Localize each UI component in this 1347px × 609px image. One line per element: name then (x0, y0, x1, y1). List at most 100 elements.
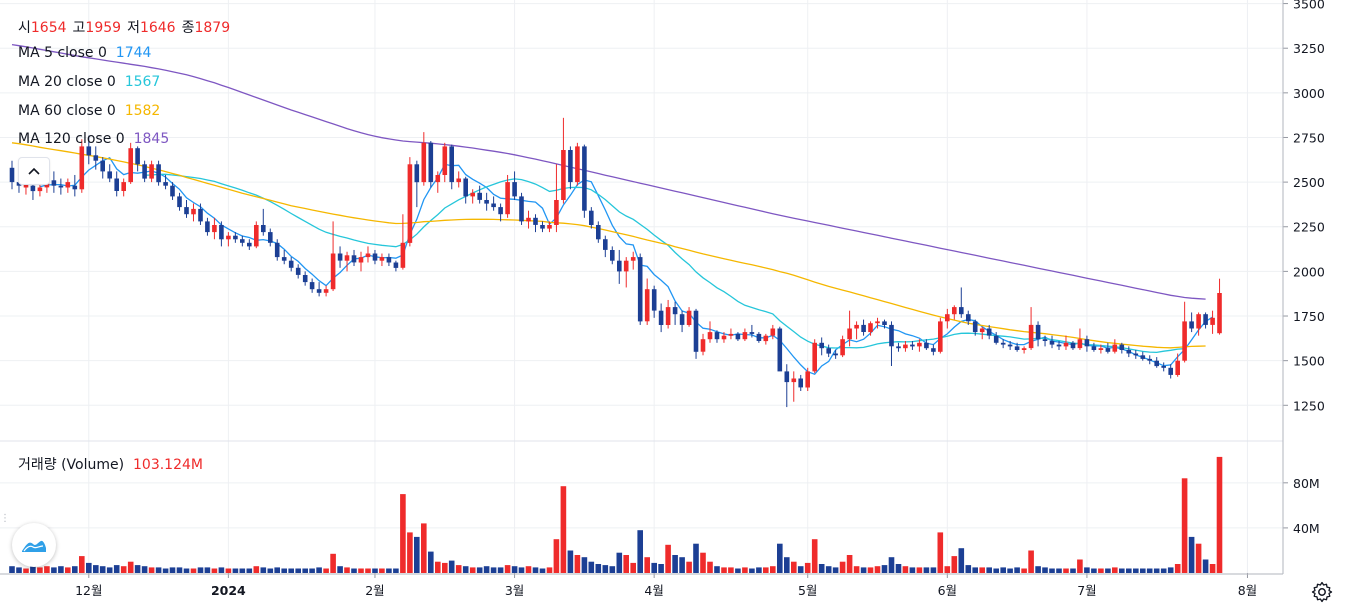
candle-body (847, 328, 852, 340)
axes: 1250 1500 1750 2000 2250 2500 2750 3000 3250 3500… (0, 0, 1325, 598)
volume-bar (588, 561, 595, 573)
low-value: 1646 (139, 20, 176, 36)
price-tick-label: 3250 (1293, 41, 1325, 56)
volume-bar (134, 565, 141, 573)
time-tick-label: 6월 (938, 583, 957, 598)
volume-bar (218, 567, 225, 573)
volume-bar (323, 568, 329, 573)
volume-legend[interactable]: 거래량 (Volume) 103.124M (18, 454, 203, 474)
volume-bar (44, 566, 50, 573)
volume-bar (1181, 478, 1188, 573)
candle-body (135, 148, 140, 165)
legend-ma5[interactable]: MA 5 close 0 1744 (18, 45, 151, 61)
ma60-label: MA 60 close 0 (18, 103, 116, 119)
volume-bar (546, 567, 553, 573)
candle-body (86, 146, 92, 156)
candle-body (777, 328, 783, 372)
candle-body (1161, 366, 1166, 368)
candle-body (1133, 353, 1139, 356)
volume-bar (1112, 567, 1118, 573)
price-tick-label: 3500 (1293, 0, 1325, 12)
price-tick-label: 3000 (1293, 86, 1325, 101)
legend-ma120[interactable]: MA 120 close 0 1845 (18, 131, 169, 147)
volume-bar (211, 568, 218, 573)
candle-body (554, 200, 559, 225)
volume-bar (735, 568, 741, 573)
pane-resize-handle[interactable]: ⋮ (0, 513, 10, 524)
candle-body (1014, 346, 1020, 350)
candle-body (1098, 348, 1104, 350)
candle-body (58, 185, 64, 188)
candle-body (610, 250, 615, 261)
volume-bar (86, 562, 92, 573)
candle-body (931, 348, 936, 352)
candle-body (840, 339, 845, 356)
candle-body (330, 253, 336, 290)
volume-bar (51, 567, 57, 573)
candle-body (72, 185, 78, 190)
tradingview-logo-icon[interactable] (12, 523, 56, 567)
candle-body (1056, 344, 1062, 347)
volume-bar (30, 565, 36, 573)
candle-body (281, 257, 287, 261)
candle-body (9, 167, 15, 183)
ma-line-60 (11, 142, 1206, 349)
candle-body (268, 232, 273, 243)
candle-body (979, 328, 985, 333)
candle-body (400, 242, 406, 268)
candle-body (526, 217, 531, 222)
candle-body (617, 260, 622, 272)
volume-bar (407, 532, 413, 573)
price-tick-label: 1500 (1293, 354, 1325, 369)
volume-bar (281, 568, 287, 573)
volume-bar (414, 536, 420, 573)
volume-bar (902, 566, 909, 573)
candle-body (477, 192, 482, 200)
candle-body (993, 335, 999, 343)
volume-bar (818, 564, 825, 573)
volume-bar (1153, 568, 1160, 573)
volume-bar (979, 567, 985, 573)
candle-body (261, 225, 266, 233)
legend-ma20[interactable]: MA 20 close 0 1567 (18, 74, 160, 90)
volume-series (9, 456, 1223, 573)
candle-body (854, 324, 859, 329)
volume-bar (1028, 550, 1034, 573)
candle-body (316, 289, 322, 293)
collapse-legend-button[interactable] (18, 157, 50, 185)
candle-body (463, 178, 468, 197)
volume-bar (1195, 543, 1202, 573)
candle-body (1070, 342, 1076, 349)
legend-ma60[interactable]: MA 60 close 0 1582 (18, 103, 160, 119)
volume-bar (665, 544, 671, 573)
volume-bar (1209, 564, 1216, 573)
volume-bar (141, 566, 148, 573)
volume-bar (448, 560, 455, 573)
ma5-label: MA 5 close 0 (18, 45, 107, 61)
candle-body (679, 314, 685, 325)
candle-body (623, 260, 629, 272)
volume-bar (1091, 568, 1097, 573)
candle-body (449, 146, 454, 183)
volume-bar (330, 553, 336, 573)
volume-bar (288, 568, 294, 573)
volume-bar (797, 566, 804, 573)
volume-bar (518, 567, 525, 573)
price-tick-label: 2500 (1293, 175, 1325, 190)
gear-icon[interactable] (1309, 579, 1335, 605)
candle-body (337, 253, 343, 261)
volume-bar (1077, 559, 1083, 573)
candle-body (309, 282, 315, 290)
volume-bar (637, 530, 643, 573)
ma5-value: 1744 (115, 45, 152, 61)
candle-body (191, 208, 196, 215)
volume-bar (811, 539, 818, 573)
candle-body (1028, 324, 1034, 349)
candle-body (568, 150, 573, 183)
candle-body (896, 346, 901, 349)
candle-body (833, 353, 838, 356)
volume-bar (609, 566, 616, 573)
candle-body (379, 257, 385, 261)
volume-bar (93, 565, 99, 573)
